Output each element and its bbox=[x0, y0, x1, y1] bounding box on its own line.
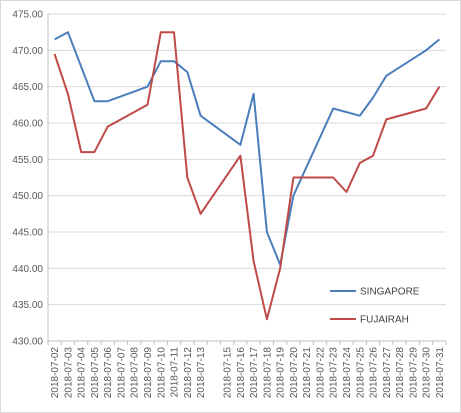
x-tick-label: 2018-07-27 bbox=[382, 347, 393, 399]
x-tick-label: 2018-07-28 bbox=[395, 347, 406, 399]
x-tick-label: 2018-07-09 bbox=[143, 347, 154, 399]
x-tick-label: 2018-07-03 bbox=[63, 347, 74, 399]
x-tick-label: 2018-07-06 bbox=[103, 347, 114, 399]
y-tick-label: 475.00 bbox=[12, 10, 43, 21]
series-line-fujairah bbox=[53, 31, 441, 321]
x-tick-label: 2018-07-24 bbox=[342, 347, 353, 399]
axes bbox=[47, 14, 447, 345]
x-tick-label: 2018-07-16 bbox=[236, 347, 247, 399]
x-tick-label: 2018-07-04 bbox=[77, 347, 88, 399]
x-tick-label: 2018-07-12 bbox=[183, 347, 194, 399]
legend-label: SINGAPORE bbox=[360, 287, 420, 298]
y-tick-label: 440.00 bbox=[12, 264, 43, 275]
x-tick-label: 2018-07-02 bbox=[50, 347, 61, 399]
x-tick-label: 2018-07-07 bbox=[116, 347, 127, 399]
y-tick-label: 430.00 bbox=[12, 337, 43, 348]
x-tick-label: 2018-07-13 bbox=[196, 347, 207, 399]
x-tick-label: 2018-07-30 bbox=[422, 347, 433, 399]
y-tick-label: 470.00 bbox=[12, 46, 43, 57]
x-tick-label: 2018-07-23 bbox=[329, 347, 340, 399]
x-tick-label: 2018-07-26 bbox=[369, 347, 380, 399]
series-line-singapore bbox=[54, 31, 441, 266]
x-tick-label: 2018-07-11 bbox=[170, 347, 181, 398]
series-lines bbox=[53, 31, 441, 321]
x-tick-labels: 2018-07-02 2018-07-03 2018-07-04 2018-07-05… bbox=[50, 347, 446, 399]
y-tick-label: 450.00 bbox=[12, 191, 43, 202]
y-tick-labels: 430.00 435.00 440.00 445.00 450.00 455.00 460.… bbox=[12, 10, 43, 348]
x-tick-label: 2018-07-18 bbox=[262, 347, 273, 399]
legend-label: FUJAIRAH bbox=[360, 315, 409, 326]
y-tick-label: 460.00 bbox=[12, 119, 43, 130]
legend: SINGAPORE FUJAIRAH bbox=[330, 287, 420, 326]
y-tick-label: 465.00 bbox=[12, 82, 43, 93]
x-tick-label: 2018-07-21 bbox=[302, 347, 313, 399]
y-tick-label: 455.00 bbox=[12, 155, 43, 166]
y-tick-label: 435.00 bbox=[12, 300, 43, 311]
x-tick-label: 2018-07-08 bbox=[130, 347, 141, 399]
x-tick-label: 2018-07-05 bbox=[90, 347, 101, 399]
x-tick-label: 2018-07-10 bbox=[156, 347, 167, 399]
x-tick-label: 2018-07-19 bbox=[276, 347, 287, 399]
x-tick-label: 2018-07-17 bbox=[249, 347, 260, 399]
grid-lines bbox=[48, 13, 446, 306]
x-tick-label: 2018-07-31 bbox=[435, 347, 446, 399]
x-tick-label: 2018-07-29 bbox=[408, 347, 419, 399]
x-tick-label: 2018-07-22 bbox=[315, 347, 326, 399]
x-tick-label: 2018-07-15 bbox=[223, 347, 234, 399]
x-tick-label: 2018-07-25 bbox=[355, 347, 366, 399]
x-tick-label: 2018-07-20 bbox=[289, 347, 300, 399]
y-tick-label: 445.00 bbox=[12, 228, 43, 239]
